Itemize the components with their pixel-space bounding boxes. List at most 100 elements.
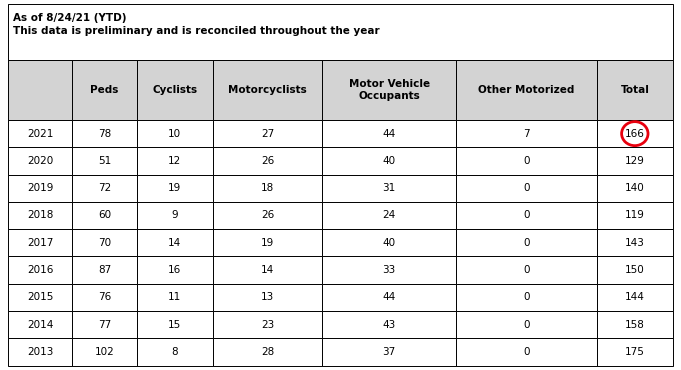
Bar bbox=[8, 120, 72, 147]
Bar bbox=[8, 284, 72, 311]
Bar bbox=[456, 229, 597, 256]
Bar bbox=[323, 175, 456, 202]
Text: Peds: Peds bbox=[91, 85, 118, 95]
Text: Cyclists: Cyclists bbox=[152, 85, 197, 95]
Text: Other Motorized: Other Motorized bbox=[478, 85, 575, 95]
Bar bbox=[212, 120, 323, 147]
Bar bbox=[323, 229, 456, 256]
Bar bbox=[137, 338, 212, 366]
Text: 12: 12 bbox=[168, 156, 181, 166]
Bar bbox=[597, 284, 673, 311]
Text: 27: 27 bbox=[261, 129, 274, 139]
Bar bbox=[456, 284, 597, 311]
Bar bbox=[137, 311, 212, 338]
Text: 144: 144 bbox=[625, 292, 645, 302]
Text: 2015: 2015 bbox=[27, 292, 54, 302]
Text: 77: 77 bbox=[98, 320, 111, 330]
Text: 175: 175 bbox=[625, 347, 645, 357]
Text: 87: 87 bbox=[98, 265, 111, 275]
Text: 9: 9 bbox=[172, 211, 178, 221]
Text: 44: 44 bbox=[383, 292, 396, 302]
Text: 76: 76 bbox=[98, 292, 111, 302]
Text: Motor Vehicle
Occupants: Motor Vehicle Occupants bbox=[349, 80, 430, 101]
Text: 15: 15 bbox=[168, 320, 181, 330]
Text: 0: 0 bbox=[523, 292, 530, 302]
Bar bbox=[212, 284, 323, 311]
Text: 26: 26 bbox=[261, 156, 274, 166]
Text: 2019: 2019 bbox=[27, 183, 54, 193]
Bar bbox=[323, 120, 456, 147]
Bar bbox=[72, 256, 137, 284]
Text: 19: 19 bbox=[168, 183, 181, 193]
Text: 18: 18 bbox=[261, 183, 274, 193]
Text: 43: 43 bbox=[383, 320, 396, 330]
Text: 2016: 2016 bbox=[27, 265, 54, 275]
Text: 129: 129 bbox=[625, 156, 645, 166]
Bar bbox=[597, 202, 673, 229]
Bar bbox=[456, 147, 597, 175]
Text: 2014: 2014 bbox=[27, 320, 54, 330]
Text: 26: 26 bbox=[261, 211, 274, 221]
Text: 10: 10 bbox=[168, 129, 181, 139]
Bar bbox=[8, 229, 72, 256]
Bar bbox=[137, 175, 212, 202]
Text: 0: 0 bbox=[523, 347, 530, 357]
Text: 40: 40 bbox=[383, 238, 396, 248]
Bar bbox=[137, 256, 212, 284]
Text: 70: 70 bbox=[98, 238, 111, 248]
Text: 51: 51 bbox=[98, 156, 111, 166]
Bar bbox=[72, 229, 137, 256]
Bar bbox=[8, 175, 72, 202]
Bar bbox=[597, 338, 673, 366]
Bar bbox=[456, 202, 597, 229]
Text: 0: 0 bbox=[523, 265, 530, 275]
Bar bbox=[137, 202, 212, 229]
Bar bbox=[8, 60, 72, 120]
Bar bbox=[597, 229, 673, 256]
Bar bbox=[137, 147, 212, 175]
Text: 2021: 2021 bbox=[27, 129, 54, 139]
Text: 60: 60 bbox=[98, 211, 111, 221]
Bar bbox=[72, 202, 137, 229]
Text: 33: 33 bbox=[383, 265, 396, 275]
Bar bbox=[456, 175, 597, 202]
Bar bbox=[8, 4, 673, 60]
Bar bbox=[72, 60, 137, 120]
Text: 143: 143 bbox=[625, 238, 645, 248]
Bar bbox=[323, 256, 456, 284]
Bar bbox=[72, 311, 137, 338]
Bar bbox=[212, 229, 323, 256]
Bar bbox=[597, 147, 673, 175]
Text: 2020: 2020 bbox=[27, 156, 53, 166]
Text: Total: Total bbox=[620, 85, 649, 95]
Bar bbox=[212, 147, 323, 175]
Text: 8: 8 bbox=[172, 347, 178, 357]
Bar bbox=[212, 311, 323, 338]
Text: 0: 0 bbox=[523, 156, 530, 166]
Text: 102: 102 bbox=[95, 347, 114, 357]
Text: 7: 7 bbox=[523, 129, 530, 139]
Text: 24: 24 bbox=[383, 211, 396, 221]
Bar bbox=[72, 120, 137, 147]
Text: Motorcyclists: Motorcyclists bbox=[228, 85, 307, 95]
Bar bbox=[456, 256, 597, 284]
Bar bbox=[72, 284, 137, 311]
Bar bbox=[137, 284, 212, 311]
Text: 119: 119 bbox=[625, 211, 645, 221]
Bar bbox=[597, 120, 673, 147]
Text: 2018: 2018 bbox=[27, 211, 54, 221]
Bar bbox=[212, 175, 323, 202]
Text: 0: 0 bbox=[523, 183, 530, 193]
Text: 158: 158 bbox=[625, 320, 645, 330]
Bar bbox=[597, 256, 673, 284]
Text: 14: 14 bbox=[168, 238, 181, 248]
Bar bbox=[597, 311, 673, 338]
Bar bbox=[212, 256, 323, 284]
Bar bbox=[72, 338, 137, 366]
Text: 0: 0 bbox=[523, 238, 530, 248]
Text: 11: 11 bbox=[168, 292, 181, 302]
Bar bbox=[323, 202, 456, 229]
Bar bbox=[597, 175, 673, 202]
Bar bbox=[212, 202, 323, 229]
Text: 37: 37 bbox=[383, 347, 396, 357]
